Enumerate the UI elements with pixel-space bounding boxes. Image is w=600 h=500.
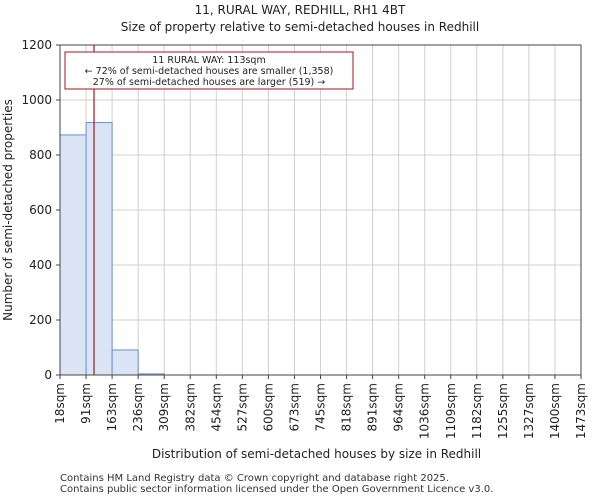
x-tick-label: 1400sqm bbox=[548, 383, 562, 439]
x-tick-label: 818sqm bbox=[340, 383, 354, 431]
histogram-bar bbox=[111, 349, 139, 376]
x-tick-label: 18sqm bbox=[53, 383, 67, 424]
histogram-bar bbox=[85, 122, 113, 376]
x-tick-label: 964sqm bbox=[392, 383, 406, 431]
footer-licence: Contains public sector information licen… bbox=[60, 484, 494, 495]
x-tick-label: 1109sqm bbox=[444, 383, 458, 439]
chart-title: 11, RURAL WAY, REDHILL, RH1 4BT bbox=[194, 3, 406, 17]
y-tick-label: 400 bbox=[29, 258, 52, 272]
footer-copyright: Contains HM Land Registry data © Crown c… bbox=[60, 473, 449, 484]
x-tick-label: 309sqm bbox=[157, 383, 171, 431]
x-tick-label: 673sqm bbox=[287, 383, 301, 431]
y-tick-label: 600 bbox=[29, 203, 52, 217]
annotation-line: ← 72% of semi-detached houses are smalle… bbox=[85, 66, 334, 77]
histogram-bar bbox=[59, 134, 87, 376]
histogram-chart: 0 200 400 600 800 1000 1200 18sqm 91sqm 163sqm 236… bbox=[1, 38, 588, 461]
y-tick-label: 1200 bbox=[21, 38, 52, 52]
y-tick-label: 800 bbox=[29, 148, 52, 162]
y-axis-title: Number of semi-detached properties bbox=[1, 99, 15, 321]
x-axis-title: Distribution of semi-detached houses by … bbox=[152, 447, 481, 461]
annotation-line: 27% of semi-detached houses are larger (… bbox=[93, 77, 326, 88]
x-tick-label: 527sqm bbox=[235, 383, 249, 431]
x-tick-label: 236sqm bbox=[131, 383, 145, 431]
x-tick-label: 163sqm bbox=[105, 383, 119, 431]
x-tick-label: 1182sqm bbox=[470, 383, 484, 439]
x-tick-label: 891sqm bbox=[366, 383, 380, 431]
y-tick-label: 0 bbox=[44, 368, 52, 382]
x-tick-label: 91sqm bbox=[79, 383, 93, 424]
x-tick-label: 382sqm bbox=[183, 383, 197, 431]
x-tick-label: 454sqm bbox=[209, 383, 223, 431]
y-tick-label: 200 bbox=[29, 313, 52, 327]
annotation-line: 11 RURAL WAY: 113sqm bbox=[152, 55, 265, 66]
annotation-box bbox=[64, 51, 354, 90]
x-tick-label: 1327sqm bbox=[522, 383, 536, 439]
chart-subtitle: Size of property relative to semi-detach… bbox=[120, 20, 480, 34]
y-tick-label: 1000 bbox=[21, 93, 52, 107]
x-tick-label: 1036sqm bbox=[418, 383, 432, 439]
x-tick-label: 1473sqm bbox=[574, 383, 588, 439]
x-tick-label: 745sqm bbox=[314, 383, 328, 431]
x-tick-label: 1255sqm bbox=[496, 383, 510, 439]
x-tick-label: 600sqm bbox=[261, 383, 275, 431]
